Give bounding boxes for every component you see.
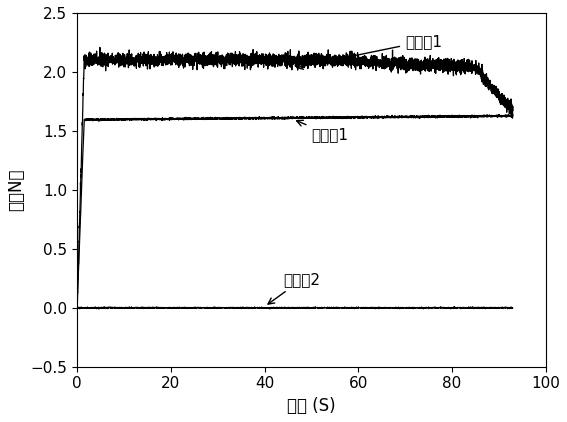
Y-axis label: 力（N）: 力（N） <box>7 169 25 211</box>
Text: 对比例1: 对比例1 <box>297 120 348 142</box>
X-axis label: 时间 (S): 时间 (S) <box>287 397 336 415</box>
Text: 实施例1: 实施例1 <box>297 34 442 69</box>
Text: 对比例2: 对比例2 <box>268 272 320 304</box>
